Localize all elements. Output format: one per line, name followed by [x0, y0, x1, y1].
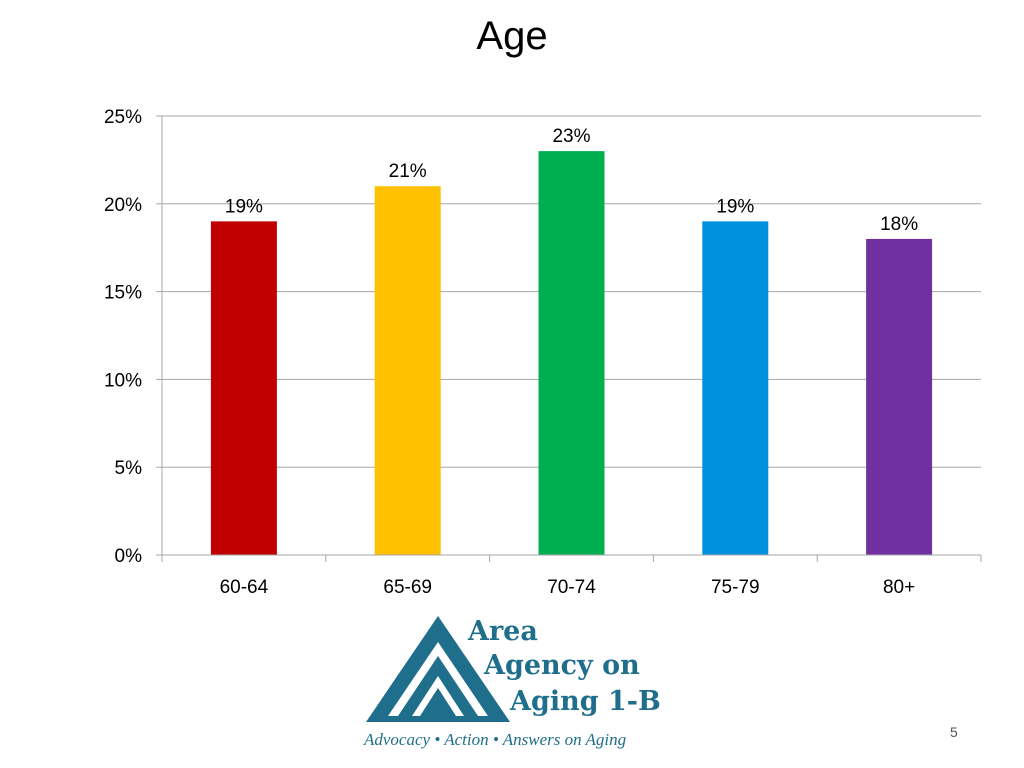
bar — [702, 221, 769, 556]
bar — [210, 221, 277, 556]
y-tick-label: 5% — [115, 458, 143, 479]
x-tick-label: 60-64 — [220, 577, 269, 598]
x-tick-label: 70-74 — [547, 577, 596, 598]
slide-title: Age — [476, 14, 548, 58]
x-tick-label: 75-79 — [711, 577, 760, 598]
y-tick-label: 10% — [104, 370, 142, 391]
y-tick-label: 20% — [104, 195, 142, 216]
x-tick-label: 80+ — [883, 577, 915, 598]
agency-logo: Area Agency on Aging 1-B Advocacy • Acti… — [360, 612, 670, 760]
x-tick-label: 65-69 — [383, 577, 432, 598]
data-label: 19% — [716, 196, 754, 217]
bar — [374, 186, 441, 556]
y-tick-label: 25% — [104, 107, 142, 128]
data-label: 23% — [552, 126, 590, 147]
logo-line-1: Area — [468, 616, 538, 647]
data-label: 21% — [389, 161, 427, 182]
data-label: 18% — [880, 214, 918, 235]
logo-line-2: Agency on — [484, 650, 640, 681]
page-number: 5 — [950, 724, 958, 740]
bar — [866, 238, 933, 556]
y-tick-label: 0% — [115, 546, 143, 567]
logo-triangle-icon — [366, 616, 510, 722]
bar — [538, 151, 605, 555]
bar-chart: 0% 5% 10% 15% 20% 25% 19% 60-64 21% 65-69 23% 70-74… — [104, 107, 982, 598]
data-label: 19% — [225, 196, 263, 217]
logo-line-3: Aging 1-B — [510, 686, 661, 717]
y-tick-label: 15% — [104, 283, 142, 304]
logo-tagline: Advocacy • Action • Answers on Aging — [364, 730, 627, 749]
